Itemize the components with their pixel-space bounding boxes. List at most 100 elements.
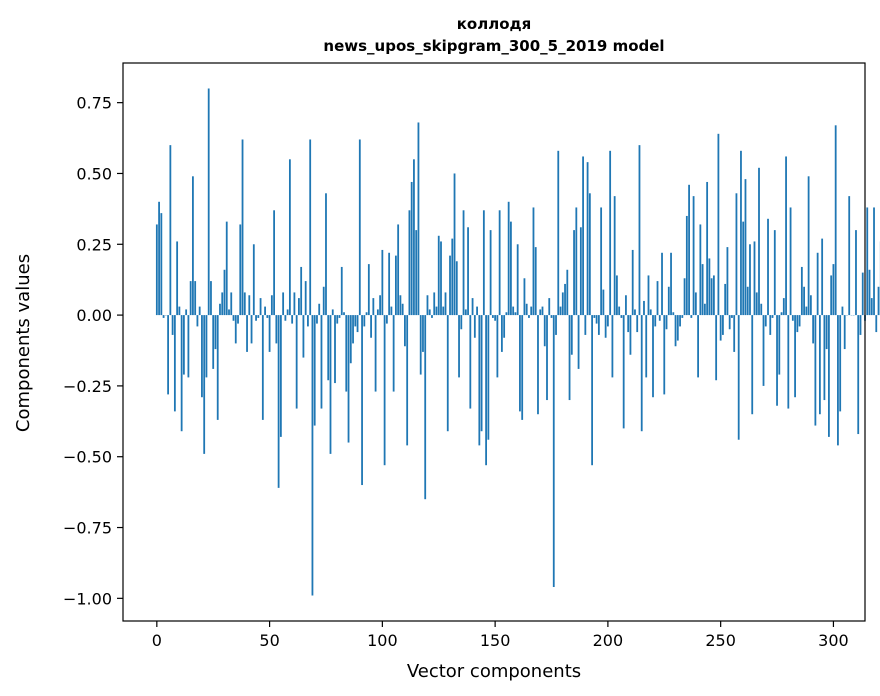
bar-304 — [841, 306, 844, 316]
bar-23 — [207, 88, 210, 316]
bar-158 — [512, 306, 515, 316]
bar-250 — [719, 315, 722, 341]
bar-64 — [300, 266, 303, 316]
bar-104 — [390, 306, 393, 316]
bar-135 — [460, 315, 463, 330]
bar-140 — [471, 298, 474, 316]
bar-217 — [645, 315, 648, 378]
bar-194 — [593, 315, 596, 318]
bar-48 — [264, 306, 266, 316]
bar-57 — [284, 315, 287, 321]
bar-288 — [805, 306, 808, 316]
bar-305 — [843, 315, 846, 350]
bar-163 — [523, 278, 526, 316]
bar-312 — [859, 315, 862, 335]
bar-116 — [417, 122, 420, 316]
bar-283 — [794, 315, 796, 398]
bar-266 — [755, 292, 758, 316]
bar-51 — [270, 295, 273, 316]
bar-7 — [171, 315, 174, 335]
bar-101 — [383, 315, 386, 466]
bar-280 — [787, 315, 790, 409]
bar-319 — [875, 315, 878, 333]
bar-56 — [282, 292, 285, 316]
bar-119 — [424, 315, 427, 500]
bar-95 — [370, 315, 372, 338]
bar-144 — [480, 315, 483, 432]
x-axis-ticks: 0 50 100 150 200 250 300 — [152, 621, 849, 650]
bar-115 — [415, 230, 418, 316]
y-tick-label: −0.75 — [63, 519, 112, 538]
y-tick-label: −0.25 — [63, 377, 112, 396]
bar-209 — [627, 315, 630, 333]
bar-170 — [539, 309, 542, 316]
bar-83 — [343, 312, 345, 316]
x-tick-label: 0 — [152, 631, 162, 650]
bar-240 — [697, 315, 699, 378]
bar-301 — [834, 125, 837, 316]
bar-60 — [291, 315, 294, 324]
bar-103 — [388, 252, 391, 316]
bar-187 — [577, 315, 580, 369]
x-tick-label: 250 — [705, 631, 736, 650]
y-tick-label: 0.75 — [76, 94, 112, 113]
bar-186 — [575, 207, 578, 316]
bar-46 — [259, 298, 262, 316]
bar-70 — [313, 315, 316, 426]
bar-267 — [758, 167, 760, 316]
bar-252 — [724, 283, 727, 316]
bar-224 — [661, 252, 663, 316]
bar-69 — [311, 315, 314, 596]
bar-91 — [361, 315, 363, 486]
bar-27 — [216, 315, 219, 420]
bar-192 — [588, 193, 591, 316]
bar-274 — [773, 230, 776, 316]
bar-268 — [760, 303, 763, 316]
bar-248 — [715, 315, 718, 381]
bar-258 — [737, 315, 740, 440]
bar-3 — [162, 315, 165, 318]
bar-241 — [699, 224, 702, 316]
bar-14 — [187, 315, 190, 378]
bar-139 — [469, 315, 472, 409]
bar-286 — [800, 266, 803, 316]
bar-229 — [672, 312, 675, 316]
bar-244 — [706, 181, 709, 316]
bar-311 — [857, 315, 860, 435]
bar-123 — [433, 292, 436, 316]
bar-292 — [814, 315, 817, 426]
y-tick-label: 0.50 — [76, 164, 112, 183]
bar-20 — [201, 315, 203, 398]
bar-96 — [372, 298, 375, 316]
bar-296 — [823, 315, 826, 401]
bar-196 — [597, 315, 600, 335]
bar-232 — [679, 315, 681, 327]
bar-291 — [812, 315, 815, 344]
bar-87 — [352, 315, 354, 344]
bar-285 — [798, 315, 801, 327]
bar-193 — [591, 315, 593, 466]
bar-246 — [710, 278, 713, 316]
bar-9 — [176, 241, 179, 316]
bar-145 — [482, 210, 485, 316]
bar-75 — [325, 193, 327, 316]
bar-162 — [521, 315, 524, 420]
bar-106 — [394, 255, 397, 316]
bar-111 — [406, 315, 409, 446]
x-tick-label: 300 — [818, 631, 849, 650]
bar-169 — [537, 315, 539, 415]
bar-82 — [340, 266, 343, 316]
bar-90 — [358, 139, 361, 316]
bar-39 — [243, 292, 246, 316]
bar-35 — [234, 315, 237, 344]
bar-98 — [376, 309, 379, 316]
bar-253 — [726, 247, 729, 316]
bar-257 — [735, 193, 738, 316]
bar-143 — [478, 315, 481, 446]
bar-42 — [250, 315, 253, 344]
bar-133 — [455, 261, 458, 316]
bar-298 — [828, 315, 830, 437]
chart-title-line1: коллодя — [457, 15, 532, 33]
x-axis-label: Vector components — [407, 661, 581, 682]
